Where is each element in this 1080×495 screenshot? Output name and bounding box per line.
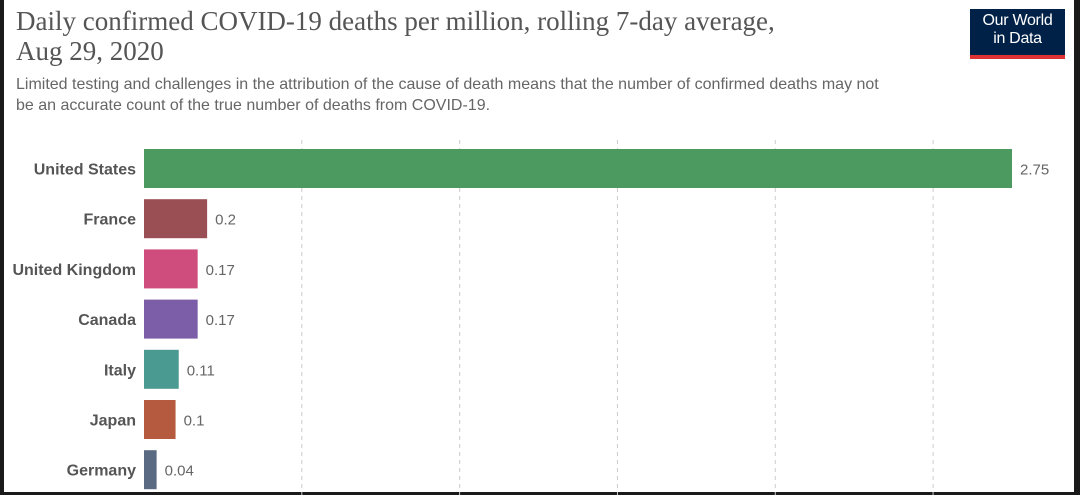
chart-title: Daily confirmed COVID-19 deaths per mill… [16, 6, 916, 66]
right-frame-edge [1074, 0, 1080, 495]
bottom-frame-edge [0, 492, 1080, 495]
value-labels: 2.75 0.2 0.17 0.17 0.11 0.1 0.04 [165, 162, 1050, 480]
category-label: United States [34, 162, 136, 179]
value-label: 0.1 [184, 413, 205, 430]
category-label: United Kingdom [12, 262, 136, 279]
logo-text-line1: Our World [982, 12, 1053, 29]
category-label: Japan [90, 413, 136, 430]
chart-title-line2: Aug 29, 2020 [16, 36, 164, 66]
logo-text-line2: in Data [993, 30, 1042, 47]
chart-subtitle-line2: be an accurate count of the true number … [16, 97, 491, 114]
bars [144, 149, 1012, 490]
bar[interactable] [144, 349, 179, 389]
gridlines [301, 140, 934, 495]
value-label: 0.04 [165, 463, 194, 480]
value-label: 2.75 [1020, 162, 1049, 179]
category-label: Canada [78, 312, 136, 329]
value-label: 0.11 [187, 362, 215, 379]
our-world-in-data-logo[interactable]: Our World in Data [970, 9, 1065, 59]
bar[interactable] [144, 450, 157, 490]
bar[interactable] [144, 199, 208, 239]
chart-subtitle-line1: Limited testing and challenges in the at… [16, 76, 879, 93]
value-label: 0.17 [206, 262, 235, 279]
bar[interactable] [144, 149, 1012, 188]
value-label: 0.2 [215, 212, 236, 229]
category-label: France [84, 212, 137, 229]
bar[interactable] [144, 400, 176, 439]
logo-accent-bar [970, 55, 1065, 59]
left-frame-edge [0, 0, 4, 495]
bar[interactable] [144, 299, 198, 339]
value-label: 0.17 [206, 312, 235, 329]
chart-subtitle: Limited testing and challenges in the at… [16, 74, 1056, 116]
bar[interactable] [144, 249, 198, 289]
chart-title-line1: Daily confirmed COVID-19 deaths per mill… [16, 6, 775, 36]
category-label: Italy [104, 362, 136, 379]
category-label: Germany [67, 463, 136, 480]
category-labels: United States France United Kingdom Canada I… [12, 162, 136, 480]
